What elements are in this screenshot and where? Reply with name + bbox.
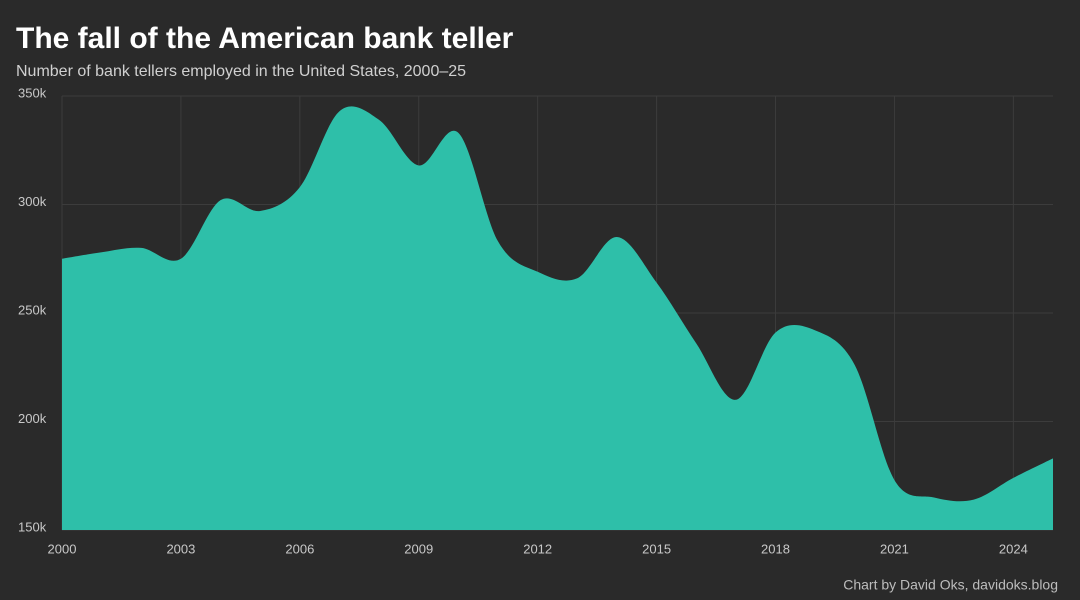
y-tick-label: 350k	[18, 85, 47, 100]
y-tick-label: 300k	[18, 194, 47, 209]
chart-subtitle: Number of bank tellers employed in the U…	[16, 63, 466, 80]
x-tick-label: 2009	[404, 541, 433, 556]
x-tick-label: 2000	[48, 541, 77, 556]
area	[62, 106, 1053, 531]
y-tick-label: 200k	[18, 411, 47, 426]
x-tick-label: 2021	[880, 541, 909, 556]
y-tick-label: 250k	[18, 302, 47, 317]
x-tick-label: 2003	[166, 541, 195, 556]
x-tick-label: 2006	[285, 541, 314, 556]
x-tick-label: 2015	[642, 541, 671, 556]
credit: Chart by David Oks, davidoks.blog	[843, 577, 1058, 593]
y-tick-label: 150k	[18, 519, 47, 534]
x-tick-label: 2018	[761, 541, 790, 556]
x-tick-label: 2012	[523, 541, 552, 556]
x-tick-label: 2024	[999, 541, 1028, 556]
chart-title: The fall of the American bank teller	[16, 22, 514, 55]
